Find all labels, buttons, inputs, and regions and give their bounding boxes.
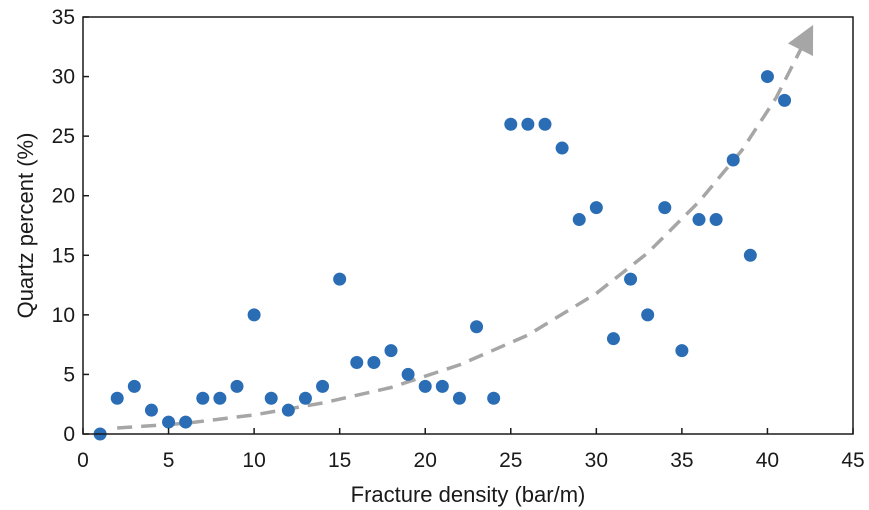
data-point-24 <box>487 391 501 405</box>
data-point-17 <box>367 356 381 370</box>
data-point-11 <box>264 391 278 405</box>
x-tick-label: 10 <box>242 449 265 472</box>
data-point-22 <box>452 391 466 405</box>
y-tick-label: 30 <box>52 66 75 89</box>
data-point-40 <box>760 70 774 84</box>
data-point-5 <box>162 415 176 429</box>
data-point-18 <box>384 344 398 358</box>
y-tick-label: 25 <box>52 125 75 148</box>
data-point-38 <box>726 153 740 167</box>
data-point-34 <box>658 201 672 215</box>
x-tick-label: 15 <box>328 449 351 472</box>
data-point-39 <box>743 248 757 262</box>
data-point-36 <box>692 213 706 227</box>
data-point-20 <box>418 379 432 393</box>
x-tick-label: 30 <box>585 449 608 472</box>
data-point-29 <box>572 213 586 227</box>
data-point-35 <box>675 344 689 358</box>
x-tick-label: 25 <box>499 449 522 472</box>
data-point-12 <box>281 403 295 417</box>
y-tick-label: 35 <box>52 6 75 29</box>
x-tick-label: 45 <box>841 449 864 472</box>
y-axis-title: Quartz percent (%) <box>13 133 38 319</box>
data-point-15 <box>333 272 347 286</box>
plot-area-frame <box>82 16 854 435</box>
y-tick-label: 20 <box>52 185 75 208</box>
data-point-30 <box>589 201 603 215</box>
data-point-31 <box>606 332 620 346</box>
data-point-26 <box>521 117 535 131</box>
data-point-8 <box>213 391 227 405</box>
data-point-41 <box>778 93 792 107</box>
trend-arrow-line <box>117 24 814 430</box>
data-point-19 <box>401 367 415 381</box>
data-point-28 <box>555 141 569 155</box>
x-tick-label: 0 <box>77 449 89 472</box>
x-axis-title: Fracture density (bar/m) <box>351 482 586 507</box>
x-tick-label: 40 <box>756 449 779 472</box>
data-point-3 <box>127 379 141 393</box>
data-point-4 <box>144 403 158 417</box>
x-tick-label: 35 <box>670 449 693 472</box>
y-tick-label: 10 <box>52 304 75 327</box>
data-point-27 <box>538 117 552 131</box>
data-point-6 <box>179 415 193 429</box>
y-tick-label: 15 <box>52 244 75 267</box>
data-point-33 <box>641 308 655 322</box>
data-point-16 <box>350 356 364 370</box>
data-point-32 <box>624 272 638 286</box>
data-point-37 <box>709 213 723 227</box>
data-point-9 <box>230 379 244 393</box>
data-point-13 <box>298 391 312 405</box>
y-tick-label: 0 <box>63 423 75 446</box>
data-point-14 <box>316 379 330 393</box>
data-point-21 <box>435 379 449 393</box>
x-tick-label: 5 <box>163 449 175 472</box>
data-point-25 <box>504 117 518 131</box>
y-tick-label: 5 <box>63 363 75 386</box>
data-point-2 <box>110 391 124 405</box>
data-point-10 <box>247 308 261 322</box>
data-point-23 <box>470 320 484 334</box>
x-tick-label: 20 <box>414 449 437 472</box>
data-point-7 <box>196 391 210 405</box>
